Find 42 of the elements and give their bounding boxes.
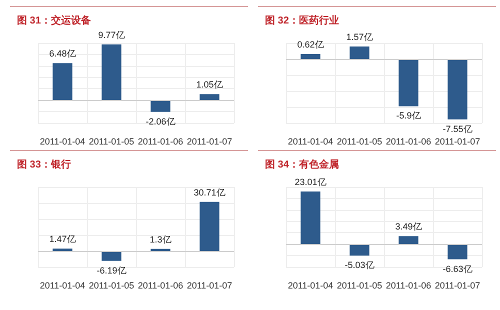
x-tick-label: 2011-01-07 [434,280,480,290]
data-label: -5.03亿 [344,260,374,270]
x-tick-label: 2011-01-04 [288,136,334,146]
data-label: -6.63亿 [442,264,472,274]
x-tick-label: 2011-01-07 [434,136,480,146]
data-label: 30.71亿 [194,187,226,198]
x-tick-label: 2011-01-06 [138,136,184,146]
data-label: -2.06亿 [146,116,176,126]
data-label: -6.19亿 [96,265,126,276]
chart-title: 图 33：银行 [17,158,71,170]
data-label: 1.47亿 [49,234,76,244]
x-tick-label: 2011-01-04 [40,280,86,290]
data-label: 6.48亿 [49,48,76,59]
data-label: 1.05亿 [196,80,223,90]
x-tick-label: 2011-01-05 [88,136,134,146]
bar [150,100,170,112]
x-tick-label: 2011-01-04 [288,280,334,290]
data-label: 23.01亿 [294,177,326,188]
data-label: 1.57亿 [346,32,373,42]
chart-title: 图 34：有色金属 [265,158,339,170]
chart-title: 图 32：医药行业 [265,14,339,26]
x-tick-label: 2011-01-05 [336,136,382,146]
bar [200,202,220,251]
data-label: 9.77亿 [98,30,125,40]
x-tick-label: 2011-01-06 [138,280,184,290]
bar [102,251,122,261]
x-tick-label: 2011-01-07 [186,136,232,146]
x-tick-label: 2011-01-05 [336,280,382,290]
x-tick-label: 2011-01-06 [386,136,432,146]
data-label: 3.49亿 [395,222,422,232]
chart-title: 图 31：交运设备 [17,14,92,26]
x-tick-label: 2011-01-05 [88,280,134,290]
data-label: 1.3亿 [150,234,172,244]
bar [200,94,220,100]
bar [52,63,72,100]
bar [102,44,122,100]
data-label: -7.55亿 [442,124,472,134]
x-tick-label: 2011-01-04 [40,136,86,146]
x-tick-label: 2011-01-07 [186,280,232,290]
data-label: -5.9亿 [396,110,421,121]
x-tick-label: 2011-01-06 [386,280,432,290]
data-label: 0.62亿 [297,40,324,50]
